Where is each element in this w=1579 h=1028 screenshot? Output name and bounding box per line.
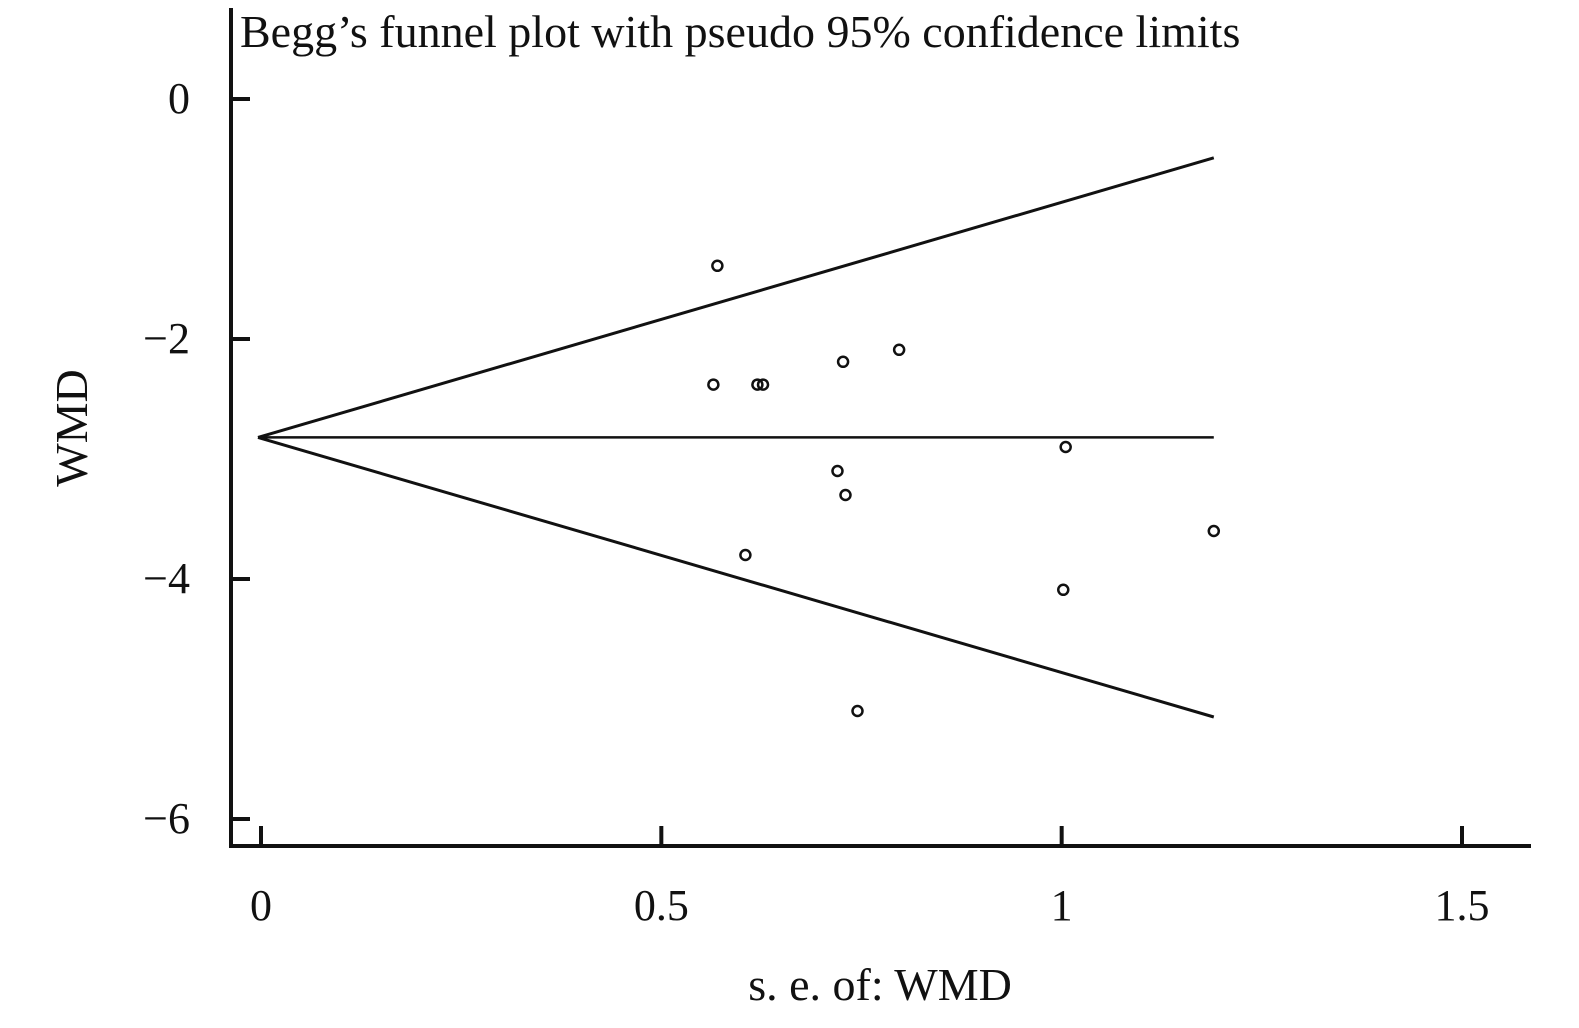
y-tick-label: −2 bbox=[143, 314, 190, 363]
x-axis-ticks: 0 0.5 1 1.5 bbox=[250, 826, 1490, 930]
y-tick-label: −4 bbox=[143, 554, 190, 603]
upper-confidence-limit-line bbox=[257, 156, 1215, 439]
y-axis-ticks: 0 −2 −4 −6 bbox=[143, 74, 250, 843]
study-point bbox=[751, 378, 764, 391]
y-tick-label: −6 bbox=[143, 794, 190, 843]
y-tick-label: 0 bbox=[168, 74, 190, 123]
study-point bbox=[839, 488, 852, 502]
x-tick-label: 1 bbox=[1051, 881, 1073, 930]
x-tick-label: 0 bbox=[250, 881, 272, 930]
x-tick-label: 1.5 bbox=[1435, 881, 1490, 930]
study-point bbox=[711, 259, 724, 273]
funnel-lines bbox=[257, 156, 1215, 719]
study-point bbox=[756, 378, 770, 391]
study-point bbox=[707, 378, 720, 391]
chart-title: Begg’s funnel plot with pseudo 95% confi… bbox=[240, 6, 1240, 57]
study-point bbox=[739, 548, 752, 562]
study-point bbox=[1057, 583, 1070, 597]
study-point bbox=[836, 355, 850, 369]
study-point bbox=[1207, 524, 1221, 538]
lower-confidence-limit-line bbox=[257, 435, 1215, 719]
x-axis-label: s. e. of: WMD bbox=[748, 959, 1012, 1010]
x-tick-label: 0.5 bbox=[634, 881, 689, 930]
study-point bbox=[1059, 440, 1072, 454]
study-point bbox=[851, 704, 864, 718]
study-point bbox=[892, 343, 906, 357]
y-axis-label: WMD bbox=[46, 369, 97, 487]
study-point bbox=[831, 464, 844, 478]
data-points bbox=[707, 259, 1221, 718]
